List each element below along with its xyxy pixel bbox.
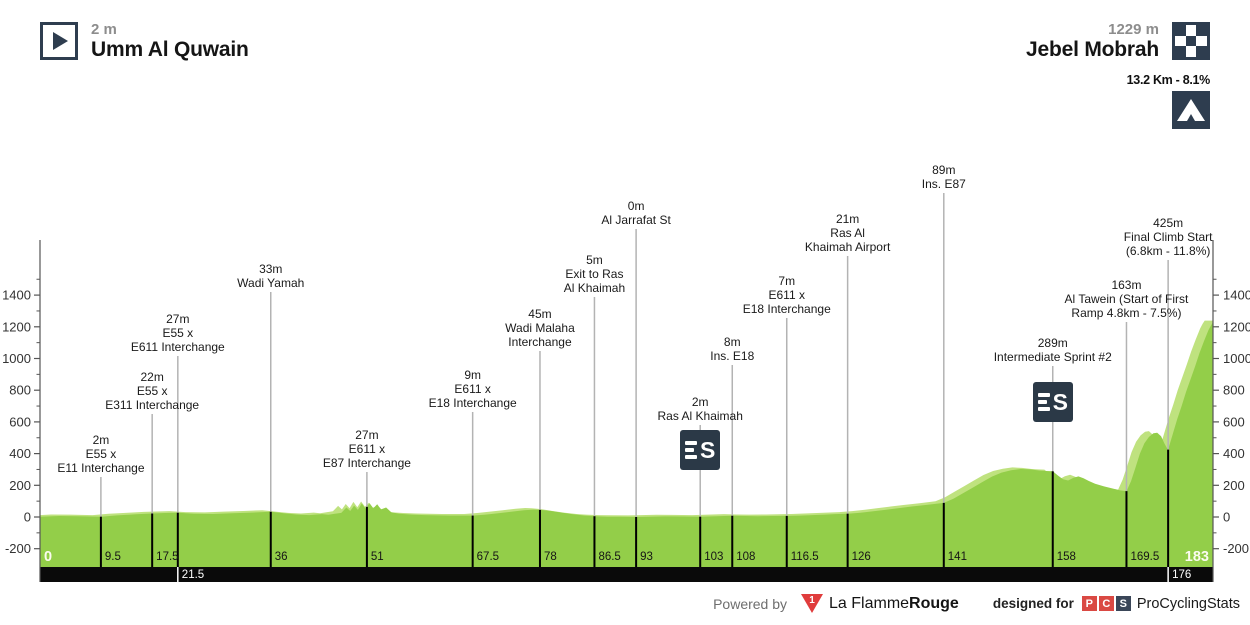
waypoint-label: 33m Wadi Yamah xyxy=(237,262,305,290)
procyclingstats-logo[interactable]: ProCyclingStats xyxy=(1136,595,1240,612)
la-flamme-rouge-logo[interactable]: La FlammeRouge xyxy=(829,594,959,612)
km-label: 158 xyxy=(1056,551,1076,563)
km-label: 126 xyxy=(851,551,871,563)
axis-tick-label: -200 xyxy=(5,541,31,556)
designed-for-label: designed for xyxy=(992,596,1074,611)
waypoint-label: 27m E611 x E87 Interchange xyxy=(322,428,411,470)
km-axis-bar xyxy=(40,567,1213,582)
finish-elevation: 1229 m xyxy=(1108,21,1159,38)
waypoint-label: 163m Al Tawein (Start of First Ramp 4.8km … xyxy=(1064,278,1189,320)
waypoint-label: 45m Wadi Malaha Interchange xyxy=(505,307,575,349)
km-label: 108 xyxy=(736,551,756,563)
start-location-name: Umm Al Quwain xyxy=(91,38,249,61)
km-label: 141 xyxy=(947,551,967,563)
km-label: 86.5 xyxy=(598,551,621,563)
waypoint-label: 8m Ins. E18 xyxy=(710,335,755,363)
elevation-area-highlight xyxy=(40,320,1213,567)
sprint-bars-glyph xyxy=(685,441,698,459)
axis-tick-label: 800 xyxy=(1223,383,1245,398)
waypoint-label: 89m Ins. E87 xyxy=(921,163,966,191)
axis-tick-label: 1000 xyxy=(2,351,31,366)
elevation-area xyxy=(40,322,1213,567)
km-label: 67.5 xyxy=(476,551,500,563)
waypoint-label: 2m Ras Al Khaimah xyxy=(657,395,743,423)
km-label: 116.5 xyxy=(790,551,819,563)
footer: Powered by 1 La FlammeRouge designed for… xyxy=(0,594,1240,613)
start-header: 2 m Umm Al Quwain xyxy=(40,22,249,61)
km-label: 78 xyxy=(543,551,557,563)
axis-tick-label: 1400 xyxy=(2,288,31,303)
axis-tick-label: 400 xyxy=(9,446,31,461)
sprint-s-glyph: S xyxy=(700,436,716,463)
km-label: 93 xyxy=(640,551,653,563)
axis-tick-label: 600 xyxy=(1223,414,1245,429)
waypoint-label: 27m E55 x E611 Interchange xyxy=(130,312,225,354)
axis-tick-label: 1200 xyxy=(1223,319,1250,334)
intermediate-sprint-icon: S xyxy=(680,430,721,470)
final-climb-info: 13.2 Km - 8.1% xyxy=(1127,73,1210,129)
sprint-s-glyph: S xyxy=(1052,388,1068,415)
powered-by-label: Powered by xyxy=(713,595,788,612)
waypoint-label: 0m Al Jarrafat St xyxy=(601,199,671,227)
axis-tick-label: -200 xyxy=(1223,541,1249,556)
sprint-bars-glyph xyxy=(1037,393,1050,411)
finish-location-name: Jebel Mobrah xyxy=(1026,38,1159,61)
km-label-row2: 176 xyxy=(1172,569,1192,581)
waypoint-label: 21m Ras Al Khaimah Airport xyxy=(804,212,891,254)
km-label: 169.5 xyxy=(1130,551,1160,563)
km-label: 9.5 xyxy=(104,551,121,563)
axis-tick-label: 0 xyxy=(1223,510,1230,525)
km-label-row2: 21.5 xyxy=(181,569,205,581)
axis-tick-label: 200 xyxy=(1223,478,1245,493)
axis-tick-label: 200 xyxy=(9,478,31,493)
km-label: 17.5 xyxy=(156,551,179,563)
axis-tick-label: 600 xyxy=(9,414,31,429)
axis-tick-label: 0 xyxy=(24,510,31,525)
km-label: 103 xyxy=(704,551,724,563)
km-label: 36 xyxy=(274,551,288,563)
pcs-icon: P C S xyxy=(1081,596,1131,611)
finish-header: 1229 m Jebel Mobrah xyxy=(1026,22,1210,61)
waypoint-label: 5m Exit to Ras Al Khaimah xyxy=(563,253,626,295)
waypoint-label: 289m Intermediate Sprint #2 xyxy=(993,336,1112,364)
km-label: 0 xyxy=(44,549,53,565)
checkered-pattern xyxy=(1175,25,1207,57)
km-label: 51 xyxy=(370,551,384,563)
axis-tick-label: 1200 xyxy=(2,319,31,334)
start-flag-icon xyxy=(40,22,78,60)
start-elevation: 2 m xyxy=(91,21,117,38)
waypoint-label: 7m E611 x E18 Interchange xyxy=(742,274,831,316)
waypoint-label: 9m E611 x E18 Interchange xyxy=(428,368,517,410)
play-triangle-icon xyxy=(53,32,68,50)
axis-tick-label: 400 xyxy=(1223,446,1245,461)
final-climb-stats: 13.2 Km - 8.1% xyxy=(1126,73,1211,87)
intermediate-sprint-icon: S xyxy=(1032,382,1073,422)
axis-tick-label: 1400 xyxy=(1223,288,1250,303)
waypoint-label: 425m Final Climb Start (6.8km - 11.8%) xyxy=(1123,216,1213,258)
axis-tick-label: 800 xyxy=(9,383,31,398)
mountain-icon xyxy=(1172,91,1210,129)
km-label: 183 xyxy=(1184,549,1209,565)
la-flamme-rouge-icon: 1 xyxy=(801,594,824,613)
waypoint-label: 2m E55 x E11 Interchange xyxy=(57,433,145,475)
waypoint-label: 22m E55 x E311 Interchange xyxy=(105,370,200,412)
axis-tick-label: 1000 xyxy=(1223,351,1250,366)
finish-flag-icon xyxy=(1172,22,1210,60)
